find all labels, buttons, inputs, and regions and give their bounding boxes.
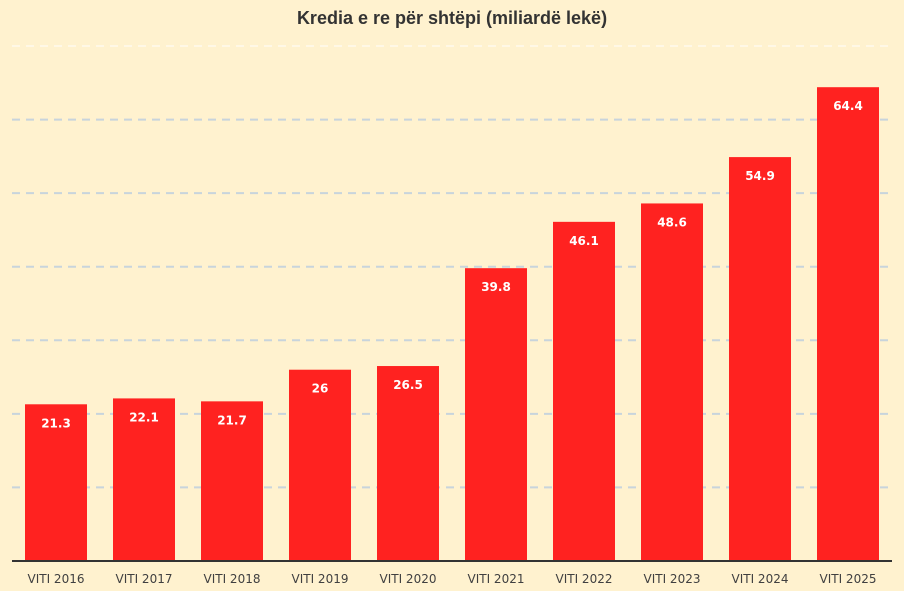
x-tick-label: VITI 2018 xyxy=(204,572,261,586)
data-label: 22.1 xyxy=(129,410,159,424)
data-label: 54.9 xyxy=(745,169,775,183)
data-label: 26 xyxy=(312,382,329,396)
bar xyxy=(25,404,87,561)
x-tick-label: VITI 2019 xyxy=(292,572,349,586)
bar xyxy=(729,157,791,562)
data-label: 48.6 xyxy=(657,215,687,229)
bar xyxy=(113,398,175,561)
bar xyxy=(465,268,527,561)
data-label: 21.7 xyxy=(217,413,247,427)
x-tick-label: VITI 2024 xyxy=(732,572,789,586)
x-tick-label: VITI 2021 xyxy=(468,572,525,586)
data-label: 26.5 xyxy=(393,378,423,392)
bar xyxy=(553,221,615,562)
data-label: 64.4 xyxy=(833,99,863,113)
bar xyxy=(817,87,879,561)
x-tick-label: VITI 2022 xyxy=(556,572,613,586)
x-tick-label: VITI 2016 xyxy=(28,572,85,586)
x-tick-label: VITI 2017 xyxy=(116,572,173,586)
x-tick-label: VITI 2020 xyxy=(380,572,437,586)
x-tick-label: VITI 2023 xyxy=(644,572,701,586)
bar xyxy=(641,203,703,561)
bar xyxy=(289,369,351,561)
chart-title: Kredia e re për shtëpi (miliardë lekë) xyxy=(296,8,608,28)
bar xyxy=(377,366,439,561)
data-label: 46.1 xyxy=(569,234,599,248)
data-label: 39.8 xyxy=(481,280,511,294)
x-tick-label: VITI 2025 xyxy=(820,572,877,586)
data-label: 21.3 xyxy=(41,416,71,430)
bar xyxy=(201,401,263,561)
